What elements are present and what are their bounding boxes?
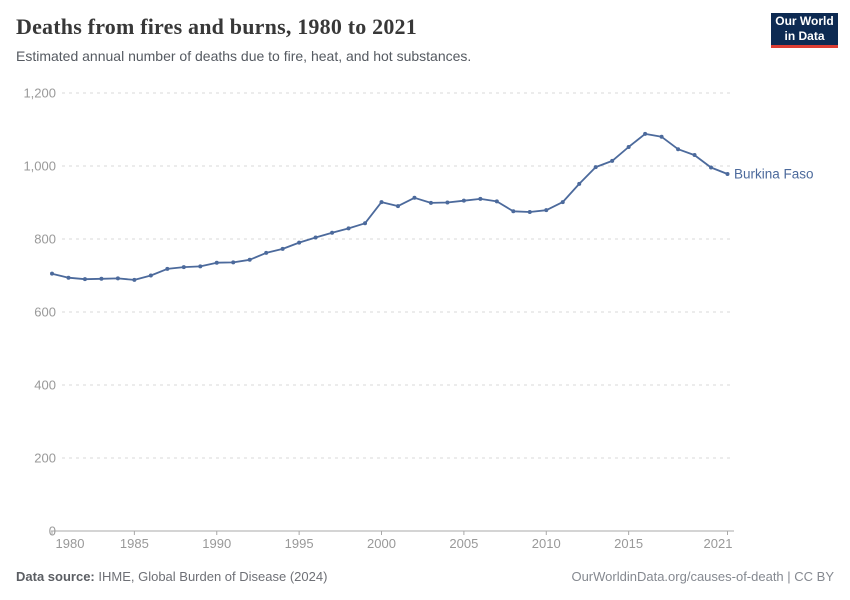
x-axis-tick-label: 2021 xyxy=(704,536,733,551)
x-axis-tick-label: 2010 xyxy=(532,536,561,551)
data-point xyxy=(659,134,664,139)
line-chart-plot-area: 02004006008001,0001,20019801985199019952… xyxy=(23,86,814,552)
data-point xyxy=(725,172,730,177)
data-point xyxy=(82,277,87,282)
data-point xyxy=(692,153,697,158)
chart-title: Deaths from fires and burns, 1980 to 202… xyxy=(16,14,417,39)
data-point xyxy=(165,266,170,271)
data-point xyxy=(527,209,532,214)
chart-header: Deaths from fires and burns, 1980 to 202… xyxy=(16,14,756,64)
y-axis-tick-label: 800 xyxy=(34,232,56,247)
owid-logo-line1: Our World xyxy=(775,14,834,28)
x-axis-tick-label: 2015 xyxy=(614,536,643,551)
x-axis-tick-label: 1990 xyxy=(202,536,231,551)
data-point xyxy=(330,230,335,235)
entity-label-burkina-faso[interactable]: Burkina Faso xyxy=(734,167,814,182)
x-axis-tick-label: 1995 xyxy=(285,536,314,551)
data-point xyxy=(544,208,549,213)
data-point xyxy=(297,240,302,245)
data-point xyxy=(99,276,104,281)
data-point xyxy=(313,235,318,240)
data-point xyxy=(198,264,203,269)
data-point xyxy=(132,277,137,282)
data-point xyxy=(709,165,714,170)
data-point xyxy=(115,276,120,281)
data-point xyxy=(478,196,483,201)
series-line-burkina-faso xyxy=(51,133,729,281)
chart-footer: Data source: IHME, Global Burden of Dise… xyxy=(16,569,834,584)
data-point xyxy=(511,209,516,214)
data-point xyxy=(560,200,565,205)
y-axis-tick-label: 600 xyxy=(34,305,56,320)
data-point xyxy=(445,200,450,205)
data-point xyxy=(412,195,417,200)
data-point xyxy=(231,260,236,265)
data-point xyxy=(494,199,499,204)
data-point xyxy=(577,181,582,186)
data-point xyxy=(428,200,433,205)
y-axis-tick-label: 1,000 xyxy=(23,159,56,174)
data-point xyxy=(363,221,368,226)
x-axis-tick-label: 2000 xyxy=(367,536,396,551)
x-axis-tick-label: 1985 xyxy=(120,536,149,551)
owid-link-license[interactable]: OurWorldinData.org/causes-of-death | CC … xyxy=(571,569,834,584)
data-point xyxy=(610,158,615,163)
data-point xyxy=(676,147,681,152)
data-source-label: Data source: xyxy=(16,569,95,584)
data-point xyxy=(66,275,71,280)
data-point xyxy=(181,265,186,270)
data-point xyxy=(280,246,285,251)
y-axis-tick-label: 200 xyxy=(34,451,56,466)
y-axis-tick-label: 400 xyxy=(34,378,56,393)
data-point xyxy=(395,204,400,209)
x-axis-tick-label: 1980 xyxy=(56,536,85,551)
data-point xyxy=(643,131,648,136)
owid-logo-line2: in Data xyxy=(784,29,825,43)
data-point xyxy=(626,145,631,150)
data-point xyxy=(264,250,269,255)
data-point xyxy=(593,165,598,170)
owid-logo[interactable]: Our World in Data xyxy=(771,13,838,48)
data-source-note: Data source: IHME, Global Burden of Dise… xyxy=(16,569,327,584)
y-axis-tick-label: 1,200 xyxy=(23,86,56,101)
data-source-text: IHME, Global Burden of Disease (2024) xyxy=(94,569,328,584)
data-point xyxy=(148,273,153,278)
data-point xyxy=(379,200,384,205)
data-point xyxy=(461,198,466,203)
data-point xyxy=(247,257,252,262)
data-point xyxy=(214,260,219,265)
data-point xyxy=(50,271,54,276)
data-point xyxy=(346,226,351,231)
chart-subtitle: Estimated annual number of deaths due to… xyxy=(16,48,472,65)
x-axis-tick-label: 2005 xyxy=(449,536,478,551)
